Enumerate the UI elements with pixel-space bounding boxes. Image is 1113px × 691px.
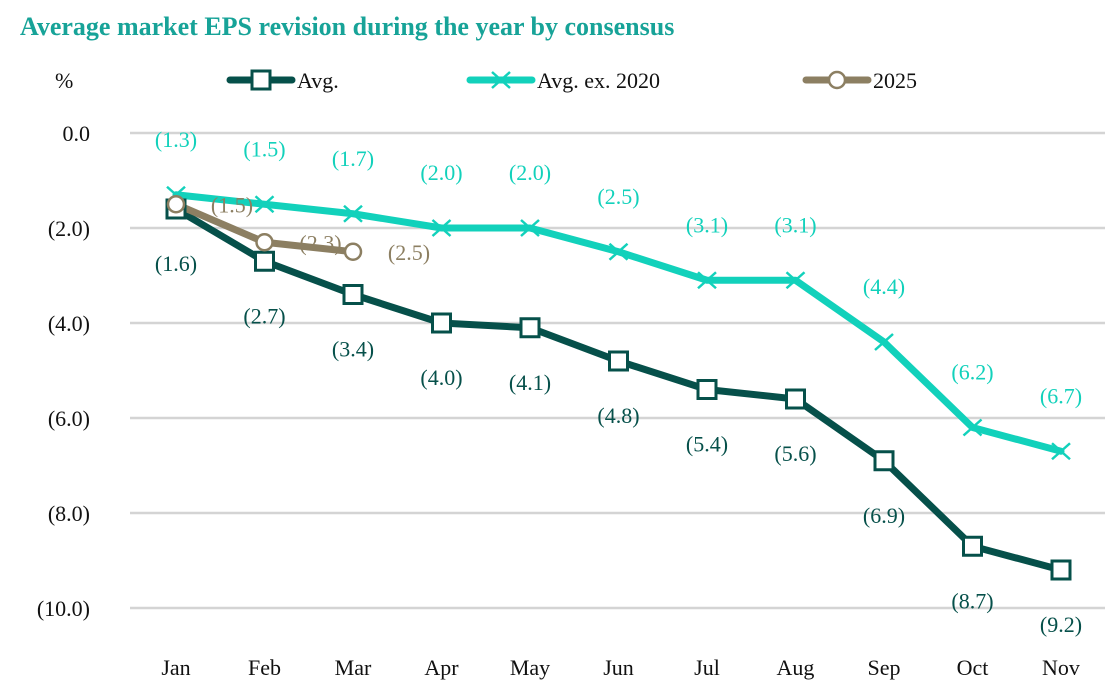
x-tick-label: Nov xyxy=(1042,655,1080,680)
data-label: (6.2) xyxy=(951,360,993,385)
data-label: (3.1) xyxy=(774,212,816,237)
data-label: (8.7) xyxy=(951,588,993,613)
circle-marker xyxy=(255,233,274,252)
x-tick-label: Apr xyxy=(424,655,459,680)
data-labels: (1.6) (2.7) (3.4) (4.0) (4.1) (4.8) (5.4) (5.6)… xyxy=(155,127,1082,637)
circle-marker xyxy=(166,195,186,214)
series-markers xyxy=(165,185,1072,581)
data-label: (1.5) xyxy=(211,192,253,217)
data-label: (3.4) xyxy=(332,337,374,362)
x-tick-label: Jan xyxy=(161,655,190,680)
data-label: (5.6) xyxy=(774,441,816,466)
x-marker xyxy=(254,195,275,214)
square-marker xyxy=(519,317,541,339)
data-label: (4.0) xyxy=(420,365,462,390)
data-label: (2.5) xyxy=(388,240,430,265)
x-marker xyxy=(874,333,894,351)
x-marker xyxy=(697,271,717,290)
legend-item: Avg. xyxy=(226,68,339,93)
data-label: (2.0) xyxy=(509,160,551,185)
data-label: (1.3) xyxy=(155,127,197,152)
square-marker xyxy=(254,250,275,272)
x-tick-label: Mar xyxy=(335,655,372,680)
data-label: (6.9) xyxy=(863,503,905,528)
x-tick-label: Aug xyxy=(777,655,815,680)
x-marker xyxy=(608,242,629,261)
x-tick-label: Feb xyxy=(248,655,281,680)
y-axis-unit-label: % xyxy=(55,68,73,93)
data-label: (3.1) xyxy=(686,212,728,237)
y-tick-label: (2.0) xyxy=(48,216,90,241)
y-tick-label: (8.0) xyxy=(48,501,90,526)
square-marker xyxy=(873,450,895,472)
data-label: (9.2) xyxy=(1040,612,1082,637)
square-marker xyxy=(250,69,272,91)
legend: Avg. Avg. ex. 2020 2025 xyxy=(226,68,917,93)
data-label: (4.1) xyxy=(509,370,551,395)
square-marker xyxy=(696,379,718,400)
legend-label: Avg. xyxy=(297,68,339,93)
x-marker xyxy=(491,71,511,89)
data-label: (1.7) xyxy=(332,146,374,171)
data-label: (2.7) xyxy=(243,303,285,328)
data-label: (5.4) xyxy=(686,432,728,457)
y-tick-label: (6.0) xyxy=(48,406,90,431)
square-marker xyxy=(342,284,364,305)
square-marker xyxy=(608,350,629,372)
legend-item: Avg. ex. 2020 xyxy=(466,68,660,93)
data-label: (1.5) xyxy=(243,136,285,161)
legend-item: 2025 xyxy=(802,68,917,93)
square-marker xyxy=(1050,559,1072,581)
x-tick-label: Jun xyxy=(603,655,634,680)
data-label: (4.4) xyxy=(863,274,905,299)
data-label: (2.5) xyxy=(597,184,639,209)
x-marker xyxy=(520,219,540,237)
y-tick-label: (4.0) xyxy=(48,311,90,336)
y-axis-ticks: 0.0 (2.0) (4.0) (6.0) (8.0) (10.0) xyxy=(37,121,90,621)
y-tick-label: (10.0) xyxy=(37,596,90,621)
x-tick-label: Oct xyxy=(957,655,989,680)
x-marker xyxy=(343,204,363,223)
x-marker xyxy=(431,219,452,237)
square-marker xyxy=(962,535,983,557)
y-tick-label: 0.0 xyxy=(63,121,91,146)
chart-title: Average market EPS revision during the y… xyxy=(20,12,675,41)
x-marker xyxy=(1051,442,1071,461)
square-marker xyxy=(785,388,806,410)
legend-label: Avg. ex. 2020 xyxy=(537,68,660,93)
x-axis-ticks: Jan Feb Mar Apr May Jun Jul Aug Sep Oct Nov xyxy=(161,655,1080,680)
x-marker xyxy=(962,418,983,437)
square-marker xyxy=(431,312,452,334)
x-marker xyxy=(785,271,806,290)
x-tick-label: Sep xyxy=(868,655,901,680)
data-label: (6.7) xyxy=(1040,383,1082,408)
x-tick-label: Jul xyxy=(694,655,720,680)
data-label: (1.6) xyxy=(155,251,197,276)
circle-marker xyxy=(827,70,847,90)
circle-marker xyxy=(343,242,363,261)
x-tick-label: May xyxy=(510,655,550,680)
data-label: (2.0) xyxy=(420,160,462,185)
legend-label: 2025 xyxy=(873,68,917,93)
data-label: (4.8) xyxy=(597,403,639,428)
data-label: (2.3) xyxy=(299,230,341,255)
